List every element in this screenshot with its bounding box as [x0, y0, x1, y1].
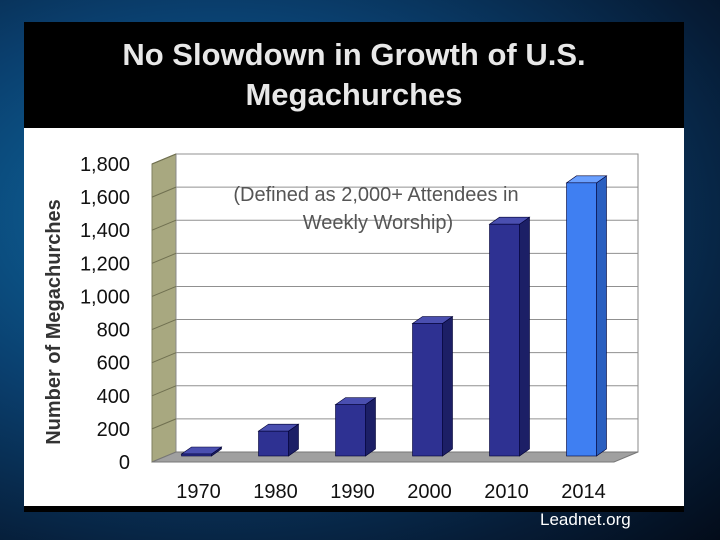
slide-title: No Slowdown in Growth of U.S. Megachurch… — [122, 37, 586, 112]
side-wall — [151, 153, 177, 463]
floor — [151, 451, 639, 463]
gridline-side — [151, 186, 177, 198]
bar-face — [258, 430, 289, 457]
gridline-side — [151, 153, 177, 165]
bar — [334, 397, 377, 457]
gridline-side — [151, 285, 177, 297]
gridline-side — [151, 418, 177, 430]
bar-side — [442, 315, 453, 457]
y-tick-label: 600 — [97, 353, 130, 375]
bar-face — [489, 223, 520, 457]
gridline-side — [151, 252, 177, 264]
y-tick-label: 1,400 — [80, 220, 130, 242]
y-tick-label: 800 — [97, 320, 130, 342]
chart-panel: 0 200 400 600 800 1,000 1,200 1,400 1,600 1,800 1… — [24, 128, 684, 506]
y-tick-label: 1,200 — [80, 253, 130, 275]
x-tick-labels: 1970 1980 1990 2000 2010 2014 — [176, 481, 606, 503]
bar-side — [596, 175, 607, 457]
y-tick-label: 1,800 — [80, 154, 130, 176]
bars — [180, 175, 608, 457]
gridline-side — [151, 219, 177, 231]
x-tick-label: 2010 — [484, 481, 529, 503]
bar — [488, 216, 531, 457]
y-tick-label: 1,000 — [80, 286, 130, 308]
bar-face — [181, 453, 212, 457]
y-tick-label: 200 — [97, 419, 130, 441]
bar-face — [335, 404, 366, 457]
x-tick-label: 2014 — [561, 481, 606, 503]
x-tick-label: 1990 — [330, 481, 375, 503]
y-tick-label: 0 — [119, 452, 130, 474]
y-tick-label: 400 — [97, 386, 130, 408]
y-axis-label: Number of Megachurches — [43, 199, 65, 445]
x-tick-label: 1970 — [176, 481, 221, 503]
chart-wall — [151, 153, 639, 463]
x-tick-label: 1980 — [253, 481, 298, 503]
title-area: No Slowdown in Growth of U.S. Megachurch… — [24, 22, 684, 128]
x-tick-label: 2000 — [407, 481, 452, 503]
bar — [180, 446, 223, 457]
gridlines — [151, 153, 638, 430]
slide: No Slowdown in Growth of U.S. Megachurch… — [24, 22, 684, 512]
bar — [565, 175, 608, 457]
y-tick-labels: 0 200 400 600 800 1,000 1,200 1,400 1,600 1,800 — [80, 154, 130, 474]
bar-side — [519, 216, 530, 457]
bar — [411, 315, 454, 457]
bar-face — [412, 323, 443, 457]
y-tick-label: 1,600 — [80, 187, 130, 209]
gridline-side — [151, 385, 177, 397]
bar-side — [365, 397, 376, 457]
bar — [257, 423, 300, 457]
chart-annotation: (Defined as 2,000+ Attendees in Weekly Wo… — [233, 184, 518, 234]
bar-chart: 0 200 400 600 800 1,000 1,200 1,400 1,600 1,800 1… — [43, 153, 639, 503]
bar-face — [566, 182, 597, 457]
back-wall — [175, 153, 639, 453]
gridline-side — [151, 319, 177, 331]
gridline-side — [151, 352, 177, 364]
source-credit: Leadnet.org — [540, 510, 631, 529]
